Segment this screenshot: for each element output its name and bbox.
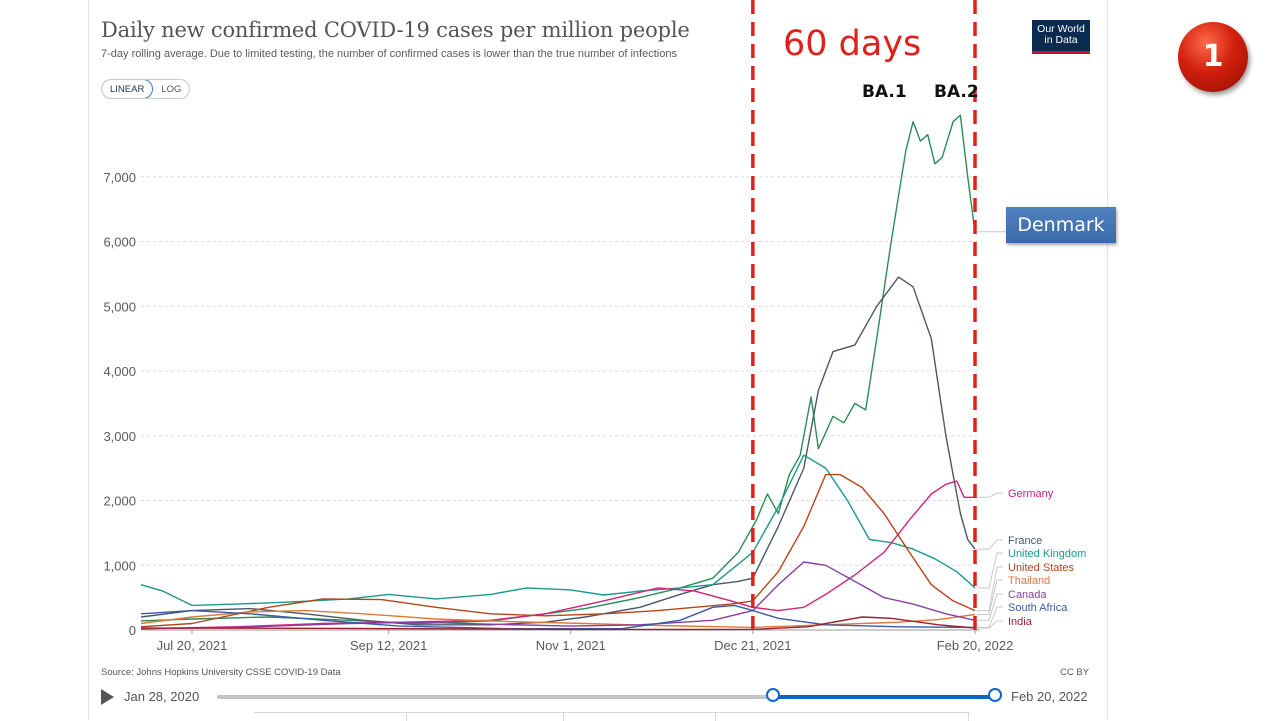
log-scale-button[interactable]: LOG [161,84,182,95]
logo-line-1: Our World [1037,23,1085,35]
days-annotation: 60 days [783,24,922,64]
source-note[interactable]: Source: Johns Hopkins University CSSE CO… [101,667,341,678]
timeline: Jan 28, 2020 Feb 20, 2022 [101,686,1101,708]
tab-divider [715,713,716,721]
timeline-start-handle[interactable] [766,688,780,702]
denmark-callout: Denmark [1006,207,1116,243]
chart-title: Daily new confirmed COVID-19 cases per m… [101,18,690,42]
tab-divider [968,713,969,721]
tab-divider [563,713,564,721]
logo-line-2: in Data [1044,34,1078,46]
timeline-start-date: Jan 28, 2020 [124,689,200,704]
owid-logo[interactable]: Our World in Data [1032,20,1090,54]
ba2-annotation: BA.2 [934,82,979,102]
license-note[interactable]: CC BY [1060,667,1090,678]
tab-strip [254,712,970,721]
slide-number-badge: 1 [1178,22,1248,92]
timeline-end-date: Feb 20, 2022 [1011,689,1088,704]
timeline-selected-range [773,695,995,699]
tab-divider [406,713,407,721]
chart-panel [88,0,1108,720]
linear-scale-button[interactable]: LINEAR [102,80,154,98]
chart-subtitle: 7-day rolling average. Due to limited te… [101,48,677,60]
scale-toggle: LINEAR LOG [101,79,191,99]
play-icon[interactable] [101,689,114,705]
timeline-track[interactable] [217,695,995,699]
timeline-end-handle[interactable] [988,688,1002,702]
ba1-annotation: BA.1 [862,82,907,102]
